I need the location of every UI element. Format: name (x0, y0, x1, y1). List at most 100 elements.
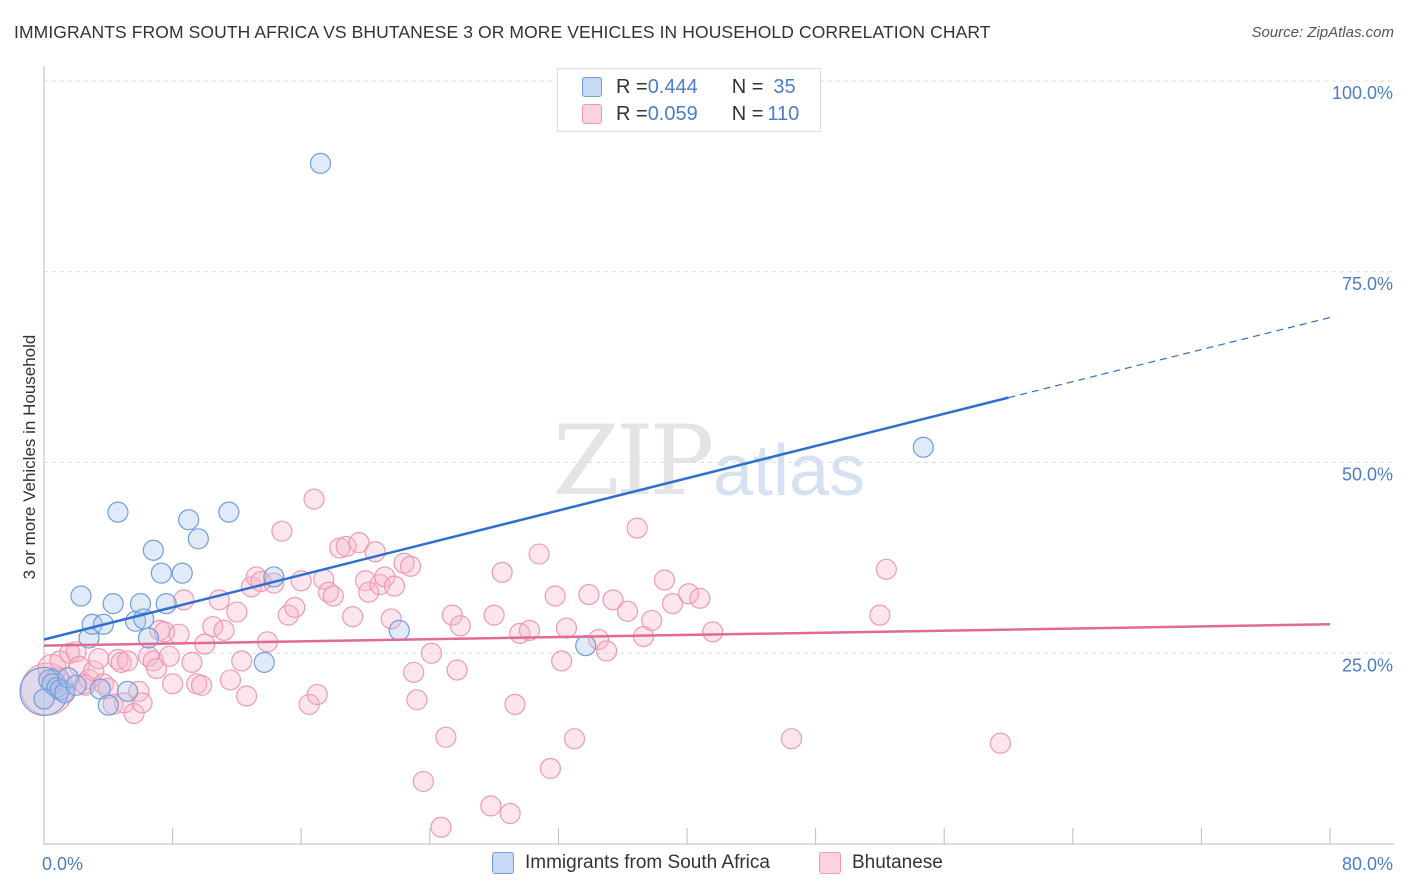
point-bhutanese (602, 589, 624, 611)
point-bhutanese (231, 650, 253, 672)
point-bhutanese (587, 628, 610, 651)
point-bhutanese (869, 604, 891, 626)
point-bhutanese (226, 601, 248, 623)
point-bhutanese (518, 619, 541, 641)
point-bhutanese (449, 615, 471, 637)
point-south-africa (218, 501, 240, 523)
legend-n-label: N = (731, 102, 764, 125)
point-bhutanese (616, 600, 639, 622)
point-bhutanese (483, 604, 505, 626)
point-bhutanese (88, 647, 110, 670)
point-south-africa (178, 509, 200, 531)
point-south-africa (171, 562, 193, 584)
legend-item-bhutanese: Bhutanese (819, 852, 943, 874)
point-bhutanese (420, 642, 443, 664)
point-bhutanese (348, 532, 370, 554)
legend-label-bhutanese: Bhutanese (852, 852, 943, 873)
point-bhutanese (190, 674, 213, 696)
point-bhutanese (284, 596, 306, 619)
point-bhutanese (504, 693, 526, 715)
point-bhutanese (403, 661, 425, 683)
legend-swatch-south-africa (492, 852, 514, 874)
point-bhutanese (446, 659, 468, 681)
point-bhutanese (653, 569, 676, 591)
point-bhutanese (641, 609, 663, 632)
legend-row-south-africa: R = 0.444 N = 35 (582, 75, 796, 99)
legend-label-south-africa: Immigrants from South Africa (525, 852, 770, 873)
legend-swatch-south-africa (582, 77, 602, 97)
trendline-south-africa-projection (1008, 316, 1331, 399)
point-bhutanese (158, 645, 180, 667)
point-bhutanese (596, 640, 618, 662)
watermark-zip: ZIP (553, 405, 714, 517)
point-south-africa (253, 651, 275, 674)
point-bhutanese (219, 669, 242, 691)
point-bhutanese (181, 651, 203, 674)
point-bhutanese (110, 651, 132, 674)
y-tick-label: 50.0% (1342, 465, 1393, 485)
point-south-africa (116, 680, 139, 703)
point-south-africa (575, 635, 597, 657)
point-bhutanese (702, 621, 724, 643)
point-bhutanese (145, 657, 168, 680)
point-south-africa (70, 585, 92, 607)
chart-title: IMMIGRANTS FROM SOUTH AFRICA VS BHUTANES… (14, 22, 991, 42)
y-tick-label: 100.0% (1332, 83, 1393, 103)
y-tick-label: 75.0% (1342, 274, 1393, 294)
point-south-africa (33, 688, 55, 710)
point-bhutanese (578, 583, 600, 606)
point-bhutanese (544, 585, 566, 607)
point-bhutanese (202, 615, 224, 638)
point-south-africa (309, 152, 332, 175)
correlation-legend: R = 0.444 N = 35 R = 0.059 N = 110 (557, 68, 821, 132)
point-bhutanese (875, 558, 897, 580)
point-bhutanese (406, 689, 428, 711)
point-bhutanese (213, 619, 235, 641)
point-bhutanese (499, 802, 521, 825)
point-south-africa (912, 436, 934, 458)
point-bhutanese (322, 585, 344, 607)
point-south-africa (150, 562, 172, 584)
point-bhutanese (412, 770, 434, 793)
trendline-bhutanese (43, 623, 1331, 647)
trendline-south-africa (43, 396, 1009, 641)
point-bhutanese (430, 816, 452, 838)
legend-n-value: 35 (773, 75, 796, 98)
point-bhutanese (123, 702, 145, 725)
point-bhutanese (399, 555, 422, 577)
point-bhutanese (678, 583, 700, 605)
point-bhutanese (435, 726, 457, 748)
point-south-africa (97, 694, 119, 716)
point-bhutanese (342, 606, 364, 628)
point-bhutanese (383, 575, 406, 597)
legend-n-value: 110 (767, 102, 800, 125)
y-tick-label: 25.0% (1342, 655, 1393, 675)
legend-swatch-bhutanese (819, 852, 841, 874)
point-south-africa (388, 619, 410, 641)
legend-r-label: R = (616, 75, 648, 98)
point-bhutanese (162, 673, 184, 695)
point-bhutanese (661, 593, 684, 615)
point-bhutanese (168, 623, 190, 645)
point-bhutanese (303, 488, 325, 510)
point-bhutanese (335, 535, 357, 558)
point-bhutanese (626, 517, 648, 539)
legend-r-value: 0.444 (647, 75, 698, 98)
point-south-africa (65, 674, 87, 696)
point-south-africa (102, 593, 124, 615)
point-bhutanese (441, 604, 463, 626)
legend-r-label: R = (616, 102, 648, 125)
watermark-atlas: atlas (713, 431, 866, 511)
legend-row-bhutanese: R = 0.059 N = 110 (582, 102, 799, 126)
point-south-africa (142, 539, 164, 561)
point-bhutanese (555, 617, 578, 639)
point-bhutanese (306, 683, 328, 706)
legend-swatch-bhutanese (582, 104, 602, 124)
point-south-africa (187, 528, 209, 550)
source-label: Source: ZipAtlas.com (1251, 24, 1394, 41)
x-tick-label: 0.0% (42, 854, 83, 874)
point-bhutanese (271, 520, 293, 542)
legend-r-value: 0.059 (647, 102, 698, 125)
point-bhutanese (380, 608, 402, 630)
